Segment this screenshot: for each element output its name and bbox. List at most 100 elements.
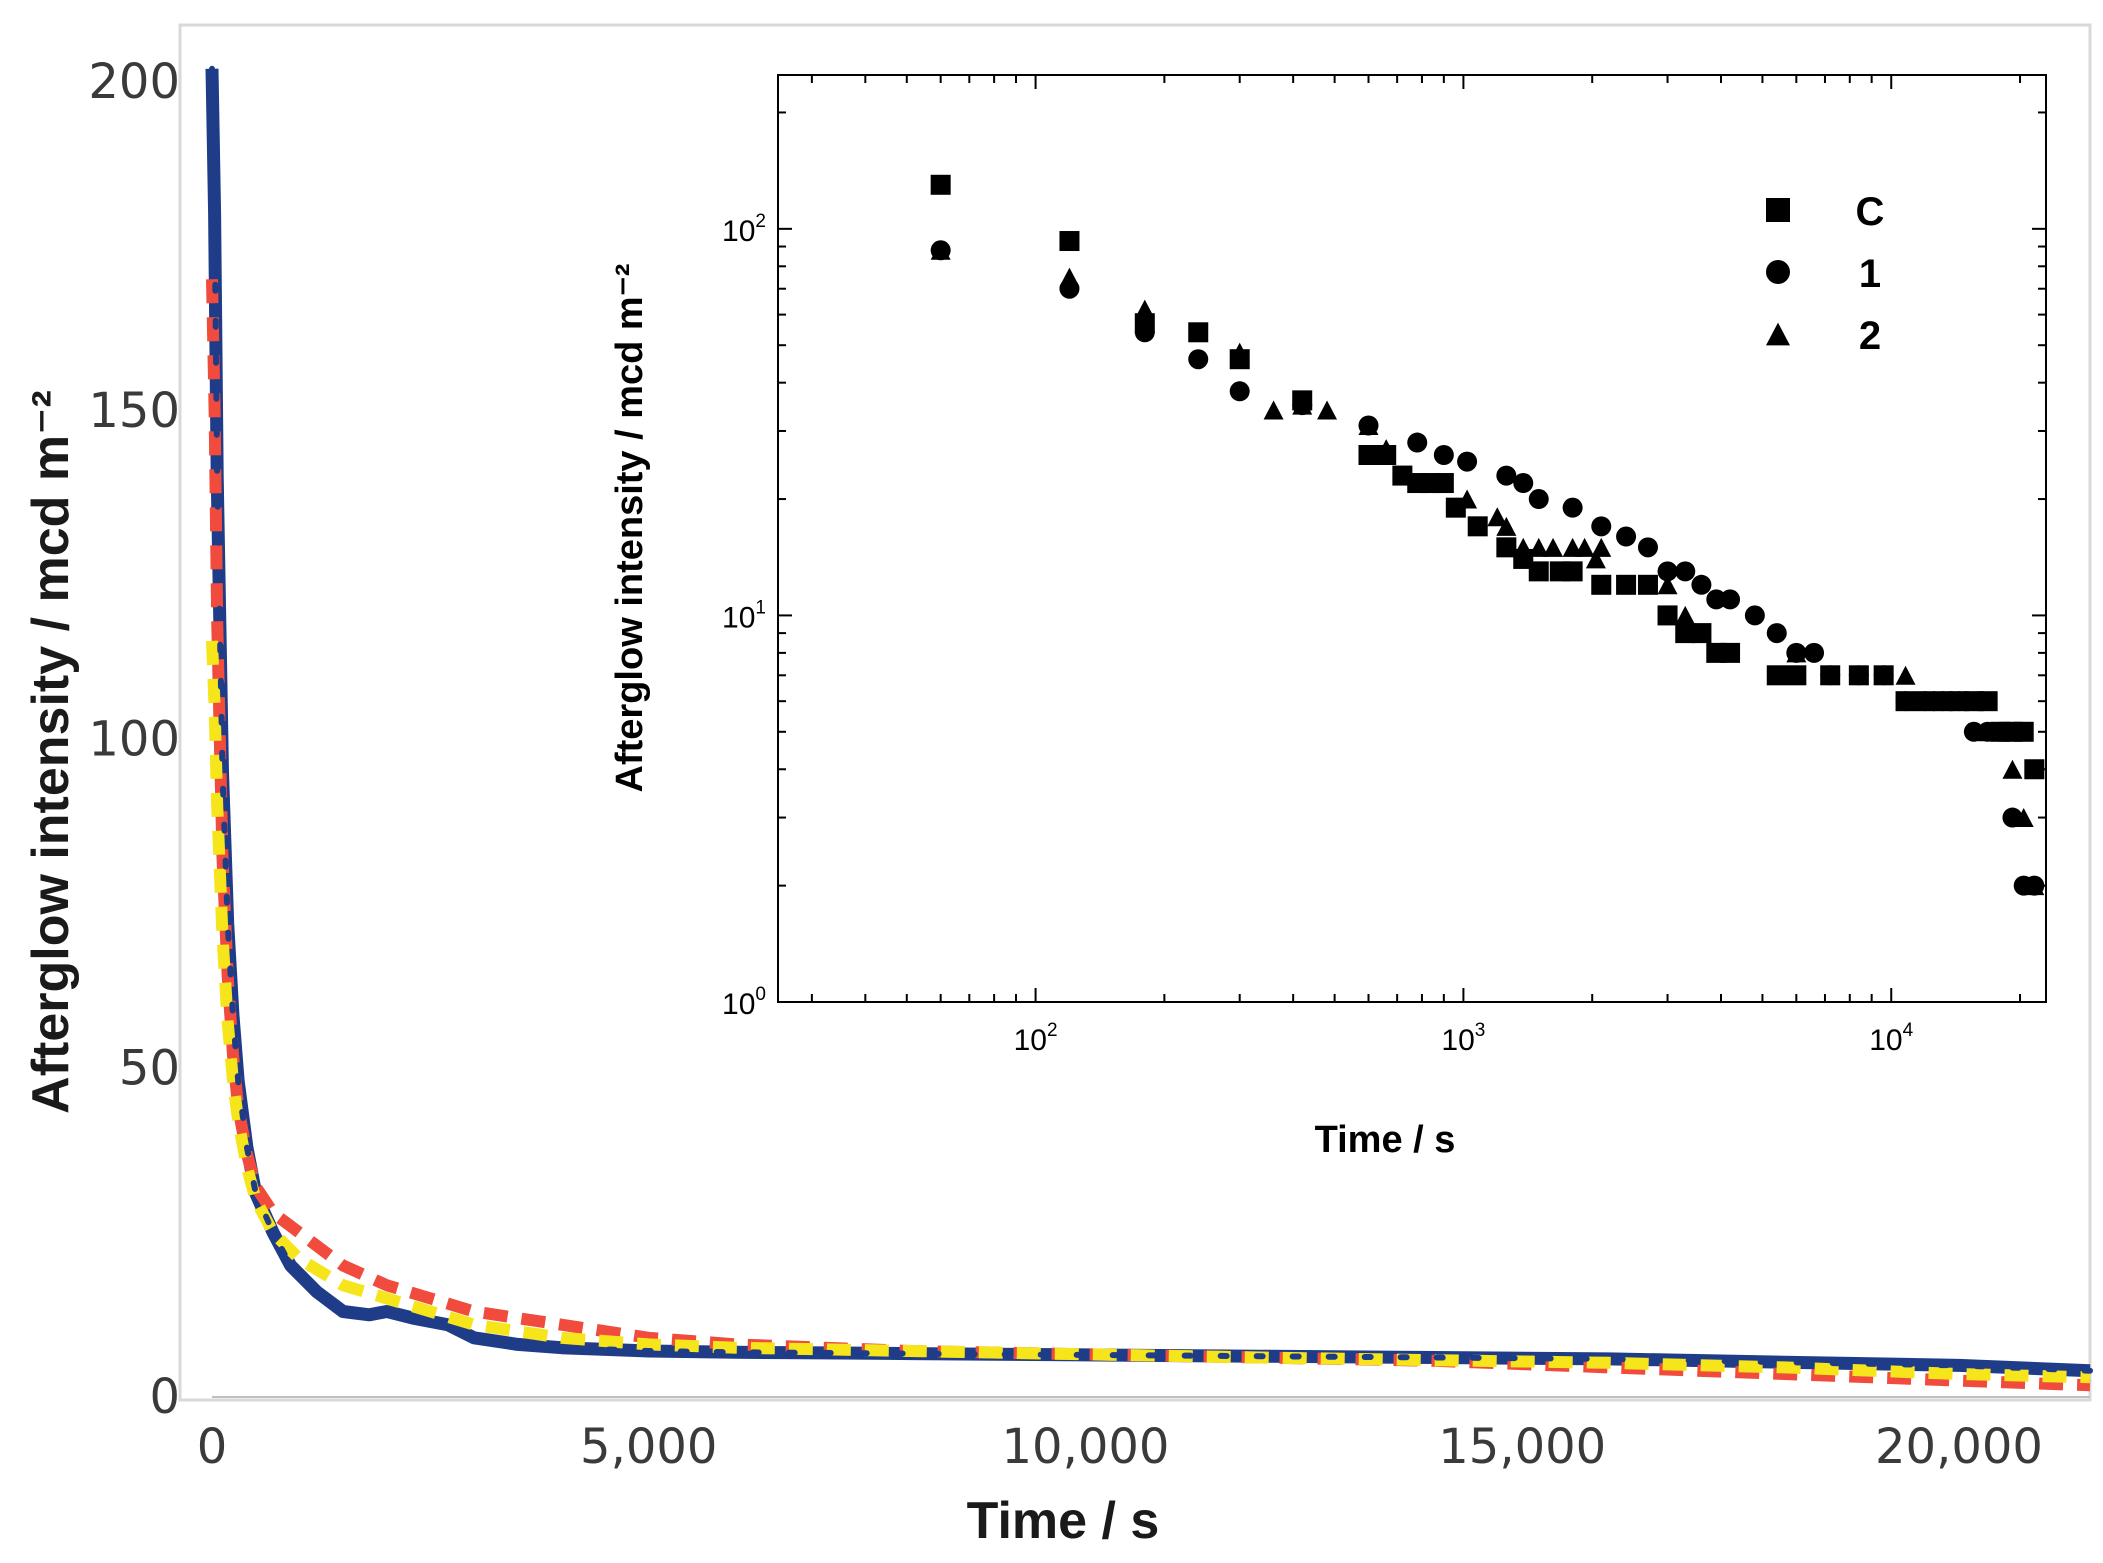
main-y-tick-label: 150	[88, 383, 180, 439]
inset-point-2	[1963, 691, 1984, 711]
inset-legend-label-2: 2	[1859, 314, 1881, 358]
inset-point-2	[1657, 575, 1678, 595]
inset-plot-frame	[777, 74, 2047, 1003]
inset-y-tick-label: 102	[722, 211, 766, 248]
inset-point-1	[1637, 537, 1658, 558]
inset-point-1	[1528, 489, 1549, 510]
inset-point-C	[1467, 516, 1488, 537]
inset-point-2	[1513, 537, 1534, 557]
main-series-layer	[205, 65, 2093, 1392]
inset-point-2	[1848, 665, 1869, 685]
main-y-axis-label: Afterglow intensity / mcd m⁻²	[22, 390, 80, 1114]
inset-point-1	[1804, 642, 1825, 663]
inset-point-1	[1616, 526, 1637, 547]
inset-point-C	[1637, 574, 1658, 595]
inset-chart: 102 103 104 100 101 102 Time / s Afterglow i…	[609, 74, 2047, 1161]
inset-y-tick-label: 100	[722, 984, 766, 1021]
inset-x-tick-label: 102	[1014, 1020, 1058, 1057]
main-y-tick-label: 0	[149, 1369, 180, 1425]
inset-point-2	[1915, 691, 1936, 711]
inset-point-2	[1543, 537, 1564, 557]
inset-point-C	[1616, 574, 1637, 595]
inset-point-2	[1932, 691, 1953, 711]
inset-point-2	[1873, 665, 1894, 685]
inset-point-C	[1977, 691, 1998, 712]
inset-point-1	[1720, 589, 1741, 610]
main-x-axis-label: Time / s	[967, 1492, 1160, 1550]
inset-point-C	[1591, 574, 1612, 595]
inset-point-2	[1059, 267, 1080, 287]
inset-point-1	[1706, 589, 1727, 610]
inset-point-1	[1963, 721, 1984, 742]
main-x-tick-label: 10,000	[1002, 1419, 1170, 1475]
inset-point-2	[930, 240, 951, 260]
inset-point-1	[1134, 322, 1155, 343]
inset-point-1	[1407, 432, 1428, 453]
main-x-tick-label: 0	[197, 1419, 228, 1475]
main-series-line-C-overlay	[209, 65, 2093, 1374]
inset-point-2	[1948, 691, 1969, 711]
inset-data-points	[930, 174, 2045, 896]
main-x-tick-label: 20,000	[1875, 1419, 2043, 1475]
inset-point-2	[1591, 537, 1612, 557]
inset-point-2	[1895, 665, 1916, 685]
inset-point-2	[1358, 415, 1379, 435]
main-series-line-2	[206, 640, 2091, 1384]
inset-y-tick-labels: 100 101 102	[722, 211, 766, 1021]
inset-point-2	[1528, 537, 1549, 557]
inset-point-C	[2024, 759, 2045, 780]
main-y-tick-label: 50	[119, 1040, 180, 1096]
inset-tick-marks	[778, 75, 2046, 1003]
inset-point-C	[1675, 623, 1696, 644]
inset-point-C	[1528, 561, 1549, 582]
inset-point-C	[1188, 322, 1209, 343]
inset-point-2	[1487, 507, 1508, 527]
inset-point-C	[1786, 665, 1807, 686]
inset-point-C	[930, 174, 951, 195]
main-y-tick-labels: 0 50 100 150 200	[88, 54, 180, 1425]
inset-point-2	[1317, 400, 1338, 420]
inset-legend-label-C: C	[1856, 190, 1885, 234]
inset-point-1	[1591, 516, 1612, 537]
inset-legend-marker-1	[1766, 260, 1790, 284]
inset-legend-marker-C	[1766, 198, 1790, 222]
inset-point-C	[2013, 721, 2034, 742]
inset-x-tick-label: 104	[1869, 1020, 1913, 1057]
inset-point-2	[1766, 665, 1787, 685]
inset-point-2	[1820, 665, 1841, 685]
inset-point-2	[2002, 759, 2023, 779]
inset-y-axis-label: Afterglow intensity / mcd m⁻²	[609, 264, 651, 793]
inset-background	[778, 75, 2046, 1002]
inset-point-1	[1496, 465, 1517, 486]
inset-point-2	[1977, 722, 1998, 742]
inset-legend: C 1 2	[1766, 190, 1884, 358]
inset-point-2	[1691, 623, 1712, 643]
main-plot-frame	[178, 23, 2092, 1402]
main-x-tick-label: 15,000	[1438, 1419, 1606, 1475]
inset-x-tick-labels: 102 103 104	[1014, 1020, 1914, 1057]
inset-point-1	[1675, 561, 1696, 582]
inset-point-1	[1188, 349, 1209, 370]
inset-point-1	[1457, 451, 1478, 472]
inset-legend-label-1: 1	[1859, 252, 1881, 296]
main-x-tick-label: 5,000	[580, 1419, 717, 1475]
inset-point-1	[1562, 497, 1583, 518]
inset-point-C	[1496, 537, 1517, 558]
inset-point-2	[2013, 808, 2034, 828]
inset-point-2	[1574, 537, 1595, 557]
inset-point-2	[1585, 549, 1606, 569]
inset-point-C	[1562, 561, 1583, 582]
inset-point-1	[1691, 574, 1712, 595]
inset-point-1	[1229, 381, 1250, 402]
inset-point-2	[1229, 342, 1250, 362]
inset-point-2	[1134, 299, 1155, 319]
main-y-tick-label: 100	[88, 712, 180, 768]
main-y-tick-label: 200	[88, 54, 180, 110]
inset-point-2	[1496, 516, 1517, 536]
inset-point-1	[1744, 605, 1765, 626]
inset-point-2	[1457, 489, 1478, 509]
inset-x-tick-label: 103	[1441, 1020, 1485, 1057]
inset-point-2	[1786, 643, 1807, 663]
inset-point-C	[1433, 473, 1454, 494]
